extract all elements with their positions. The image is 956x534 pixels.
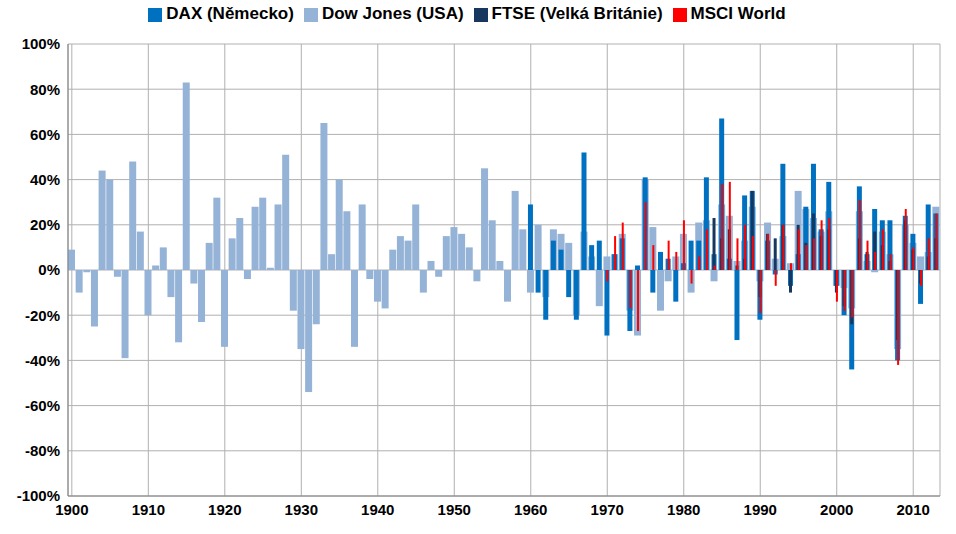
svg-text:-80%: -80% — [25, 442, 60, 459]
svg-text:60%: 60% — [30, 126, 60, 143]
svg-text:-20%: -20% — [25, 307, 60, 324]
svg-text:1960: 1960 — [514, 501, 547, 518]
svg-text:1950: 1950 — [438, 501, 471, 518]
svg-text:80%: 80% — [30, 81, 60, 98]
svg-text:1910: 1910 — [132, 501, 165, 518]
svg-text:-40%: -40% — [25, 352, 60, 369]
html-text:DAX (Německo): DAX (Německo) — [166, 4, 294, 23]
svg-text:1930: 1930 — [285, 501, 318, 518]
html-text:FTSE (Velká Británie): FTSE (Velká Británie) — [491, 4, 663, 23]
svg-text:0%: 0% — [38, 261, 60, 278]
svg-text:1980: 1980 — [667, 501, 700, 518]
svg-text:1990: 1990 — [744, 501, 777, 518]
svg-text:20%: 20% — [30, 216, 60, 233]
svg-text:2000: 2000 — [820, 501, 853, 518]
svg-text:-60%: -60% — [25, 397, 60, 414]
svg-text:1940: 1940 — [361, 501, 394, 518]
html-text:Dow Jones (USA): Dow Jones (USA) — [321, 4, 464, 23]
svg-text:100%: 100% — [22, 35, 60, 52]
html-text:MSCI World: MSCI World — [690, 4, 786, 23]
svg-text:1970: 1970 — [591, 501, 624, 518]
svg-text:40%: 40% — [30, 171, 60, 188]
svg-text:-100%: -100% — [17, 487, 60, 504]
svg-text:2010: 2010 — [897, 501, 930, 518]
svg-text:1920: 1920 — [208, 501, 241, 518]
svg-text:1900: 1900 — [55, 501, 88, 518]
